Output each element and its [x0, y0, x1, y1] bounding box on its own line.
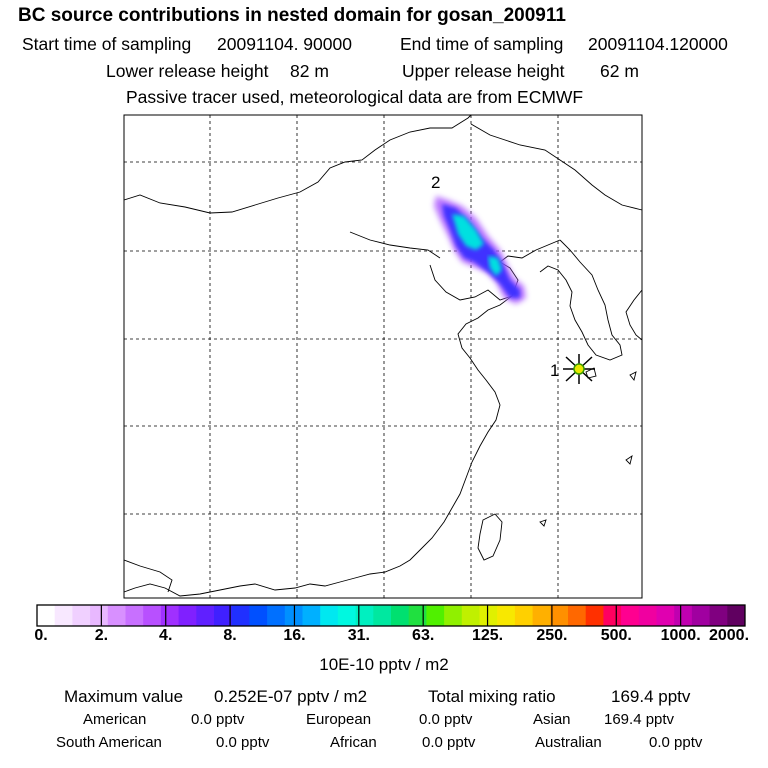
colorbar-cell — [160, 605, 180, 626]
colorbar-cell — [267, 605, 286, 626]
region-name-asian: Asian — [533, 711, 571, 728]
colorbar-cell — [585, 605, 604, 626]
total-mixing-value: 169.4 pptv — [611, 687, 691, 706]
region-value-european: 0.0 pptv — [419, 711, 473, 728]
colorbar-cell — [674, 605, 693, 626]
region-name-european: European — [306, 711, 372, 728]
colorbar-tick-label: 1000. — [660, 627, 701, 644]
lat-lon-grid — [124, 115, 642, 598]
end-time-label: End time of sampling — [400, 34, 564, 54]
colorbar-cell — [603, 605, 622, 626]
colorbar-cell — [444, 605, 463, 626]
max-value: 0.252E-07 pptv / m2 — [214, 687, 368, 706]
marker-1-label: 1 — [550, 361, 559, 380]
colorbar-cell — [532, 605, 551, 626]
colorbar-cell — [514, 605, 534, 626]
colorbar-cell — [72, 605, 91, 626]
colorbar-cell — [461, 605, 480, 626]
colorbar-frame — [36, 604, 746, 627]
colorbar-cell — [90, 605, 109, 626]
colorbar-tick-label: 2. — [94, 627, 109, 644]
marker-2-label: 2 — [431, 173, 440, 192]
colorbar-tick-label: 31. — [347, 627, 370, 644]
colorbar-tick-label: 4. — [159, 627, 173, 644]
lower-height-label: Lower release height — [106, 61, 269, 81]
region-value-australian: 0.0 pptv — [649, 734, 703, 751]
region-value-asian: 169.4 pptv — [604, 711, 675, 728]
colorbar-cell — [691, 605, 711, 626]
colorbar-cell — [373, 605, 392, 626]
colorbar-cell — [355, 605, 374, 626]
colorbar-cell — [497, 605, 516, 626]
plot-title: BC source contributions in nested domain… — [18, 5, 566, 26]
start-time-label: Start time of sampling — [22, 34, 192, 54]
colorbar-cell — [709, 605, 728, 626]
colorbar-cell — [231, 605, 250, 626]
colorbar-cell — [125, 605, 144, 626]
colorbar-cell — [54, 605, 73, 626]
region-name-australian: Australian — [535, 734, 602, 751]
tracer-note: Passive tracer used, meteorological data… — [126, 87, 584, 107]
region-name-american: American — [83, 711, 147, 728]
receptor-marker — [563, 354, 595, 384]
region-name-african: African — [330, 734, 377, 751]
colorbar-cell — [178, 605, 197, 626]
colorbar-cell — [302, 605, 321, 626]
colorbar-tick-label: 2000. — [708, 627, 750, 644]
upper-height-label: Upper release height — [402, 61, 565, 81]
colorbar-unit: 10E-10 pptv / m2 — [319, 655, 449, 674]
colorbar-cell — [37, 605, 56, 626]
colorbar-cell — [408, 605, 427, 626]
colorbar-cell — [479, 605, 498, 626]
colorbar-cell — [320, 605, 339, 626]
colorbar-cell — [550, 605, 569, 626]
colorbar-cell — [143, 605, 162, 626]
colorbar-cell — [656, 605, 675, 626]
upper-height-value: 62 m — [600, 61, 639, 81]
colorbar-cell — [391, 605, 410, 626]
coastlines-borders — [123, 114, 643, 597]
colorbar-cell — [426, 605, 445, 626]
colorbar-cell — [727, 605, 746, 626]
region-name-south-american: South American — [56, 734, 162, 751]
region-value-south-american: 0.0 pptv — [216, 734, 270, 751]
total-mixing-label: Total mixing ratio — [428, 687, 556, 706]
bc-plume — [434, 196, 526, 304]
colorbar-cell — [107, 605, 126, 626]
colorbar-tick-label: 250. — [536, 627, 568, 644]
colorbar-cell — [337, 605, 357, 626]
colorbar-cell — [638, 605, 657, 626]
region-value-american: 0.0 pptv — [191, 711, 245, 728]
colorbar-tick-label: 0. — [34, 627, 48, 644]
colorbar-tick-label: 125. — [471, 627, 504, 644]
colorbar-cell — [249, 605, 268, 626]
colorbar-tick-label: 16. — [283, 627, 306, 644]
colorbar-cell — [621, 605, 640, 626]
colorbar-tick-label: 8. — [223, 627, 237, 644]
colorbar-cell — [214, 605, 233, 626]
max-value-label: Maximum value — [64, 687, 184, 706]
colorbar-tick-label: 500. — [600, 627, 632, 644]
colorbar-tick-label: 63. — [412, 627, 435, 644]
colorbar-cell — [568, 605, 587, 626]
end-time-value: 20091104.120000 — [588, 34, 728, 54]
colorbar-cell — [196, 605, 215, 626]
lower-height-value: 82 m — [290, 61, 329, 81]
region-value-african: 0.0 pptv — [422, 734, 476, 751]
start-time-value: 20091104. 90000 — [217, 34, 352, 54]
